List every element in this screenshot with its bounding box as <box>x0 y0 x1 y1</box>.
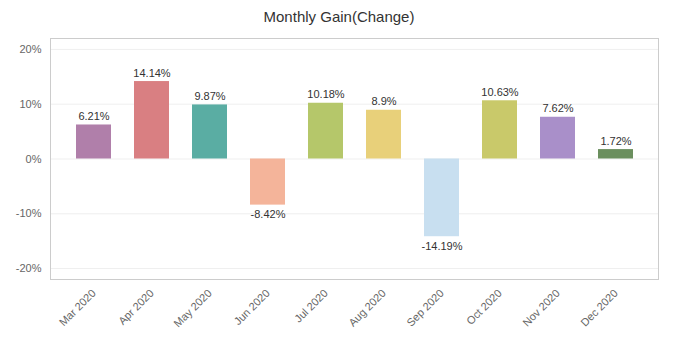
svg-text:Oct 2020: Oct 2020 <box>464 287 504 327</box>
svg-text:-20%: -20% <box>16 262 42 274</box>
svg-text:Apr 2020: Apr 2020 <box>116 287 156 327</box>
svg-text:Nov 2020: Nov 2020 <box>520 287 562 329</box>
svg-text:-14.19%: -14.19% <box>422 240 463 252</box>
svg-text:Jun 2020: Jun 2020 <box>231 287 271 327</box>
svg-text:14.14%: 14.14% <box>133 67 171 79</box>
svg-text:8.9%: 8.9% <box>371 95 396 107</box>
svg-text:7.62%: 7.62% <box>542 102 573 114</box>
svg-text:10%: 10% <box>19 98 41 110</box>
svg-text:10.18%: 10.18% <box>307 88 345 100</box>
svg-text:9.87%: 9.87% <box>194 90 225 102</box>
svg-text:10.63%: 10.63% <box>481 86 519 98</box>
html-text:Monthly Gain(Change): Monthly Gain(Change) <box>263 8 415 25</box>
svg-text:Jul 2020: Jul 2020 <box>292 287 330 325</box>
svg-text:0%: 0% <box>26 153 42 165</box>
svg-text:Mar 2020: Mar 2020 <box>57 287 98 328</box>
svg-text:-10%: -10% <box>16 207 42 219</box>
svg-text:-8.42%: -8.42% <box>251 208 286 220</box>
svg-text:1.72%: 1.72% <box>600 135 631 147</box>
svg-text:Aug 2020: Aug 2020 <box>346 287 388 329</box>
svg-text:Dec 2020: Dec 2020 <box>578 287 620 329</box>
svg-text:May 2020: May 2020 <box>171 287 214 330</box>
svg-text:Sep 2020: Sep 2020 <box>404 287 446 329</box>
svg-text:6.21%: 6.21% <box>78 110 109 122</box>
svg-text:20%: 20% <box>19 43 41 55</box>
